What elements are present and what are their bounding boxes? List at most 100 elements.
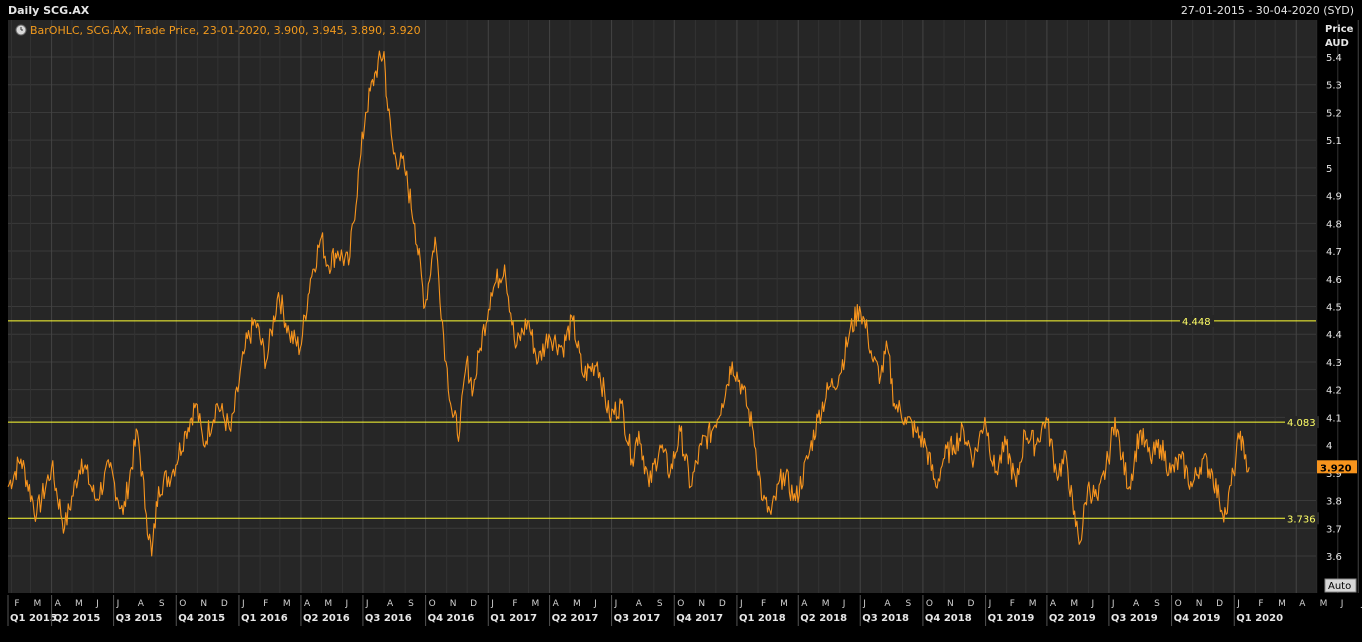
y-tick-label: 5.1 [1326,136,1342,147]
month-tick-label: S [1154,599,1160,609]
month-tick-label: J [1360,599,1362,609]
month-tick-label: F [263,599,268,609]
month-tick-label: M [822,599,830,609]
month-tick-label: M [75,599,83,609]
y-tick-label: 5.3 [1326,81,1342,92]
month-tick-label: A [138,599,145,609]
month-tick-label: N [450,599,457,609]
month-tick-label: A [1050,599,1057,609]
month-tick-label: J [1236,599,1240,609]
month-tick-label: S [408,599,414,609]
month-tick-label: J [842,599,846,609]
last-price-badge: 3.920 [1317,460,1357,474]
month-tick-label: A [387,599,394,609]
month-tick-label: A [553,599,560,609]
y-tick-label: 3.8 [1326,497,1342,508]
month-tick-label: J [241,599,245,609]
quarter-tick-label: Q3 2017 [614,613,661,624]
month-tick-label: O [429,599,436,609]
window-title: Daily SCG.AX [8,4,90,17]
month-tick-label: A [1133,599,1140,609]
month-tick-label: A [55,599,62,609]
reference-line-label: 3.736 [1287,514,1316,525]
month-tick-label: S [905,599,911,609]
month-tick-label: S [159,599,165,609]
month-tick-label: M [1029,599,1037,609]
price-line [7,50,1250,557]
quarter-tick-label: Q4 2018 [925,613,972,624]
month-tick-label: J [1111,599,1115,609]
quarter-tick-label: Q2 2015 [54,613,101,624]
quarter-tick-label: Q1 2015 [10,613,57,624]
month-tick-label: D [1216,599,1223,609]
month-tick-label: J [1340,599,1344,609]
month-tick-label: J [490,599,494,609]
month-tick-label: J [988,599,992,609]
month-tick-label: M [780,599,788,609]
y-tick-label: 4.7 [1326,247,1342,258]
month-tick-label: J [614,599,618,609]
price-series [7,50,1250,557]
month-tick-label: J [1090,599,1094,609]
month-tick-label: A [1299,599,1306,609]
quarter-tick-label: Q3 2016 [365,613,412,624]
month-tick-label: F [761,599,766,609]
month-tick-label: J [344,599,348,609]
y-tick-label: 4.8 [1326,219,1342,230]
month-tick-label: F [1258,599,1263,609]
legend: BarOHLC, SCG.AX, Trade Price, 23-01-2020… [15,24,421,37]
auto-scale-label: Auto [1328,581,1351,592]
month-tick-label: M [1278,599,1286,609]
month-tick-label: J [365,599,369,609]
month-tick-label: A [884,599,891,609]
month-tick-label: M [531,599,539,609]
quarter-tick-label: Q1 2017 [490,613,537,624]
y-tick-label: 3.9 [1326,469,1342,480]
month-tick-label: O [1175,599,1182,609]
month-tick-label: A [801,599,808,609]
quarter-tick-label: Q1 2020 [1236,613,1283,624]
month-tick-label: A [304,599,311,609]
currency-unit-label: AUD [1325,38,1349,49]
quarter-tick-label: Q4 2015 [178,613,225,624]
month-tick-label: N [200,599,207,609]
month-tick-label: M [1070,599,1078,609]
month-tick-label: J [862,599,866,609]
month-tick-label: A [636,599,643,609]
quarter-tick-label: Q2 2018 [800,613,847,624]
month-tick-label: F [14,599,19,609]
title-bar: Daily SCG.AX 27-01-2015 - 30-04-2020 (SY… [0,0,1362,20]
quarter-tick-label: Q1 2018 [739,613,786,624]
month-tick-label: S [657,599,663,609]
y-tick-label: 5.4 [1326,53,1342,64]
month-tick-label: M [324,599,332,609]
price-axis: 3.6 3.7 3.8 3.9 4 4.1 4.2 4.3 4.4 4.5 4.6 4.7 4.8 4.9… [1326,53,1342,563]
date-range: 27-01-2015 - 30-04-2020 (SYD) [1180,4,1354,17]
quarter-tick-label: Q4 2017 [676,613,723,624]
quarter-tick-label: Q1 2019 [988,613,1035,624]
month-tick-label: D [967,599,974,609]
y-tick-label: 4.5 [1326,303,1342,314]
month-tick-label: J [593,599,597,609]
month-tick-label: D [719,599,726,609]
month-tick-label: J [116,599,120,609]
y-tick-label: 4.9 [1326,192,1342,203]
y-tick-label: 4.6 [1326,275,1342,286]
last-price-value: 3.920 [1320,463,1352,474]
month-tick-label: O [179,599,186,609]
quarter-tick-label: Q3 2018 [862,613,909,624]
quarter-tick-label: Q4 2019 [1174,613,1221,624]
y-tick-label: 3.6 [1326,552,1342,563]
quarter-tick-label: Q2 2019 [1049,613,1096,624]
quarter-tick-label: Q2 2016 [303,613,350,624]
auto-scale-button[interactable]: Auto [1324,578,1357,593]
month-tick-label: D [221,599,228,609]
quarter-tick-label: Q2 2017 [552,613,599,624]
y-tick-label: 4.3 [1326,358,1342,369]
quarter-tick-label: Q4 2016 [428,613,475,624]
y-tick-label: 5 [1326,164,1332,175]
month-tick-label: M [283,599,291,609]
